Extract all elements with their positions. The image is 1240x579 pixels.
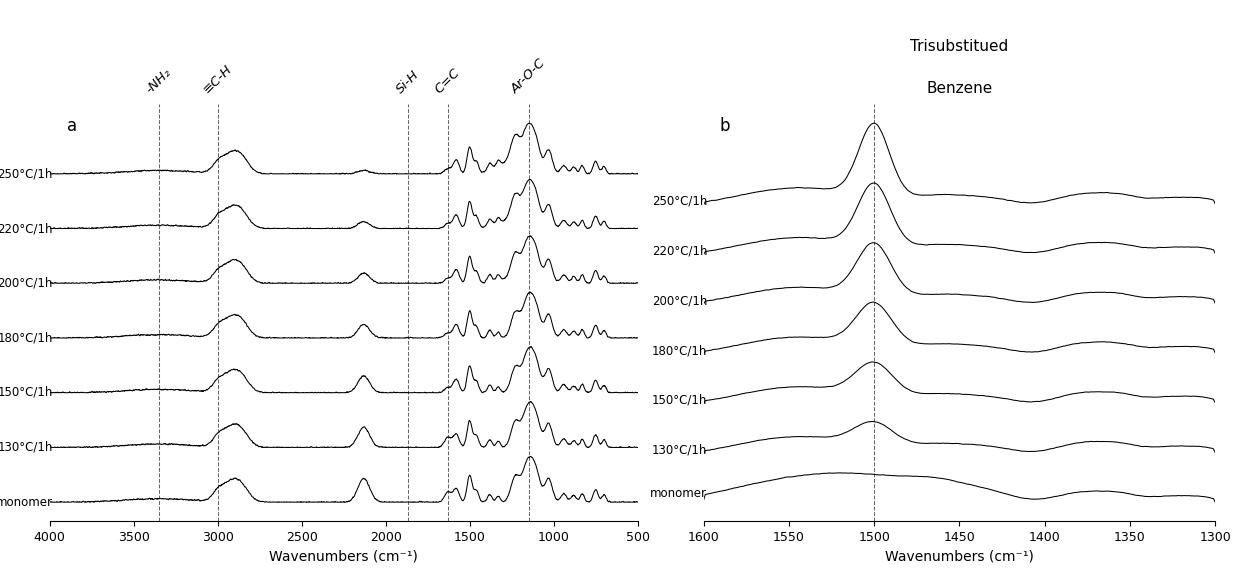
Text: C=C: C=C	[433, 66, 463, 96]
Text: monomer: monomer	[0, 496, 53, 508]
Text: 130°C/1h: 130°C/1h	[0, 441, 53, 453]
Text: Si-H: Si-H	[393, 68, 422, 96]
X-axis label: Wavenumbers (cm⁻¹): Wavenumbers (cm⁻¹)	[269, 549, 418, 563]
Text: b: b	[719, 117, 729, 135]
Text: 180°C/1h: 180°C/1h	[652, 344, 707, 357]
Text: 200°C/1h: 200°C/1h	[652, 294, 707, 307]
Text: Ar-O-C: Ar-O-C	[508, 56, 548, 96]
Text: 250°C/1h: 250°C/1h	[0, 167, 53, 180]
Text: ≡C-H: ≡C-H	[201, 62, 234, 96]
Text: 250°C/1h: 250°C/1h	[652, 195, 707, 208]
Text: a: a	[67, 117, 77, 135]
Text: -NH₂: -NH₂	[144, 65, 174, 96]
Text: 150°C/1h: 150°C/1h	[652, 394, 707, 406]
Text: monomer: monomer	[650, 487, 707, 500]
Text: 220°C/1h: 220°C/1h	[652, 244, 707, 258]
Text: 130°C/1h: 130°C/1h	[652, 444, 707, 457]
Text: 150°C/1h: 150°C/1h	[0, 386, 53, 399]
Text: Trisubstitued: Trisubstitued	[910, 39, 1008, 54]
X-axis label: Wavenumbers (cm⁻¹): Wavenumbers (cm⁻¹)	[885, 549, 1034, 563]
Text: 200°C/1h: 200°C/1h	[0, 277, 53, 290]
Text: Benzene: Benzene	[926, 81, 992, 96]
Text: 220°C/1h: 220°C/1h	[0, 222, 53, 235]
Text: 180°C/1h: 180°C/1h	[0, 331, 53, 345]
